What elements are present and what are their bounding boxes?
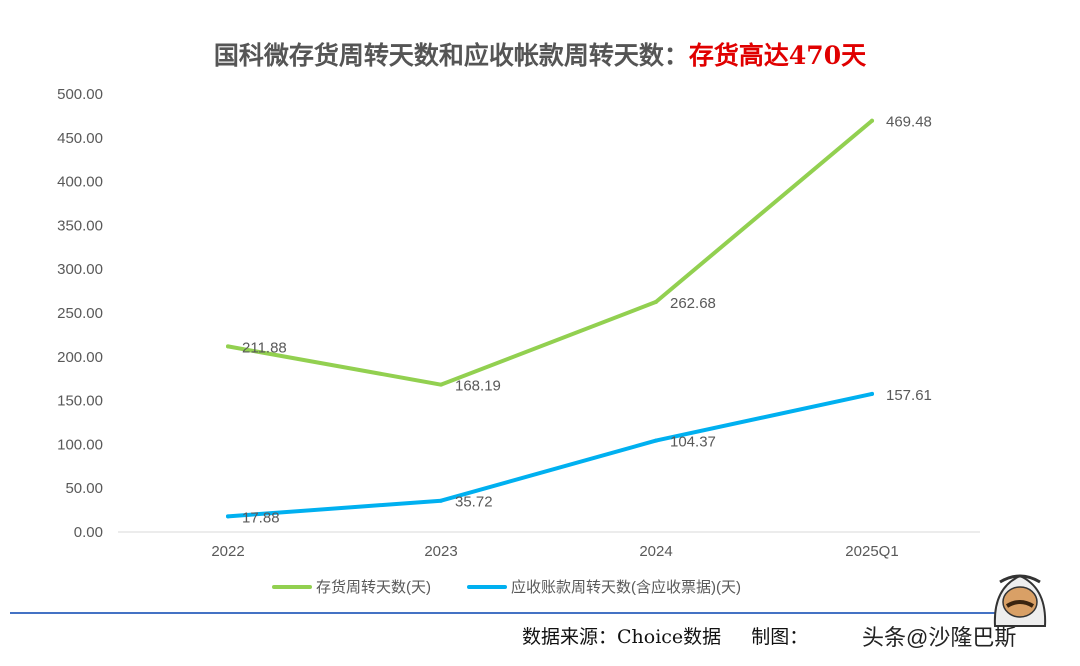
data-point: [226, 514, 230, 519]
source-text: 数据来源：Choice数据: [522, 626, 722, 648]
data-label: 35.72: [455, 494, 493, 511]
y-tick-label: 300.00: [57, 261, 103, 278]
data-label: 157.61: [886, 387, 932, 404]
data-point: [654, 299, 658, 304]
data-point: [226, 344, 230, 349]
data-point: [870, 391, 874, 396]
y-tick-label: 150.00: [57, 393, 103, 410]
y-tick-label: 100.00: [57, 436, 103, 453]
legend-label: 应收账款周转天数(含应收票据)(天): [511, 579, 741, 596]
data-point: [439, 382, 443, 387]
y-tick-label: 200.00: [57, 349, 103, 366]
data-label: 469.48: [886, 114, 932, 131]
legend-label: 存货周转天数(天): [316, 579, 431, 596]
series-line-0: [226, 118, 874, 387]
data-point: [870, 118, 874, 123]
chart-title: 国科微存货周转天数和应收帐款周转天数：存货高达470天: [0, 36, 1080, 72]
y-tick-label: 500.00: [57, 86, 103, 103]
y-tick-label: 350.00: [57, 217, 103, 234]
legend-item-inventory: 存货周转天数(天): [272, 576, 431, 597]
data-label: 211.88: [242, 339, 287, 356]
data-point: [439, 498, 443, 503]
y-tick-label: 50.00: [65, 480, 103, 497]
legend-swatch: [467, 584, 507, 589]
watermark: 头条@沙隆巴斯: [862, 620, 1017, 652]
title-main: 国科微存货周转天数和应收帐款周转天数：: [213, 41, 689, 70]
title-highlight: 存货高达470天: [688, 41, 867, 70]
data-label: 17.88: [242, 509, 280, 526]
data-label: 168.19: [455, 378, 501, 395]
credit-text: 制图：: [751, 626, 809, 648]
y-tick-label: 450.00: [57, 130, 103, 147]
legend-item-receivables: 应收账款周转天数(含应收票据)(天): [467, 576, 741, 597]
divider: [10, 612, 995, 614]
x-tick-label: 2023: [424, 543, 457, 560]
x-tick-label: 2024: [639, 543, 672, 560]
x-tick-label: 2025Q1: [845, 543, 898, 560]
legend-swatch: [272, 584, 312, 589]
y-tick-label: 400.00: [57, 174, 103, 191]
data-label: 104.37: [670, 434, 716, 451]
y-tick-label: 0.00: [74, 524, 103, 541]
y-tick-label: 250.00: [57, 305, 103, 322]
data-point: [654, 438, 658, 443]
footer: 数据来源：Choice数据 制图：: [522, 622, 808, 649]
legend: 存货周转天数(天) 应收账款周转天数(含应收票据)(天): [272, 576, 741, 597]
x-tick-label: 2022: [211, 543, 244, 560]
series-line-1: [226, 391, 874, 519]
data-label: 262.68: [670, 295, 716, 312]
avatar-icon: [993, 574, 1047, 627]
